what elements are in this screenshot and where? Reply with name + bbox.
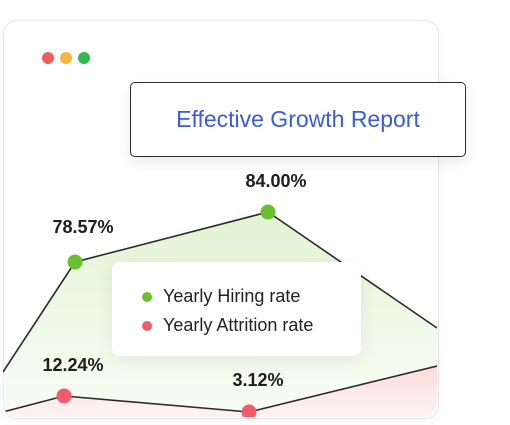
data-label-attrition-2: 3.12% — [232, 370, 284, 390]
legend-label-attrition: Yearly Attrition rate — [163, 315, 314, 335]
hiring-point-2 — [260, 204, 276, 220]
chart-legend: Yearly Hiring rate Yearly Attrition rate — [112, 262, 361, 356]
attrition-area — [3, 366, 437, 417]
window-maximize-dot[interactable] — [78, 52, 90, 64]
chart-title-box: Effective Growth Report — [130, 82, 466, 157]
data-label-hiring-2: 84.00% — [245, 171, 307, 191]
data-label-hiring-1: 78.57% — [52, 217, 114, 237]
attrition-point-1 — [56, 388, 72, 404]
legend-marker-attrition — [142, 320, 152, 331]
chart-title: Effective Growth Report — [176, 106, 420, 132]
attrition-point-2 — [241, 404, 257, 417]
legend-item-hiring: Yearly Hiring rate — [142, 282, 361, 311]
legend-marker-hiring — [142, 291, 152, 302]
window-close-dot[interactable] — [42, 52, 54, 64]
hiring-point-1 — [67, 254, 83, 270]
legend-item-attrition: Yearly Attrition rate — [142, 311, 361, 340]
window-minimize-dot[interactable] — [60, 52, 72, 64]
data-label-attrition-1: 12.24% — [42, 355, 104, 375]
attrition-line — [3, 365, 437, 413]
legend-label-hiring: Yearly Hiring rate — [163, 286, 301, 306]
